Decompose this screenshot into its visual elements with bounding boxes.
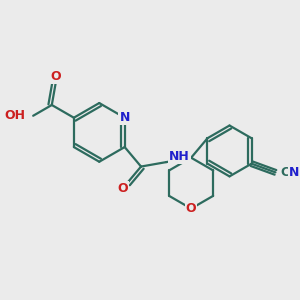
Text: OH: OH — [4, 109, 25, 122]
Text: C: C — [280, 166, 289, 179]
Text: N: N — [119, 111, 130, 124]
Text: O: O — [117, 182, 128, 195]
Text: O: O — [186, 202, 196, 215]
Text: O: O — [50, 70, 61, 83]
Text: NH: NH — [169, 150, 190, 163]
Text: N: N — [289, 166, 299, 179]
